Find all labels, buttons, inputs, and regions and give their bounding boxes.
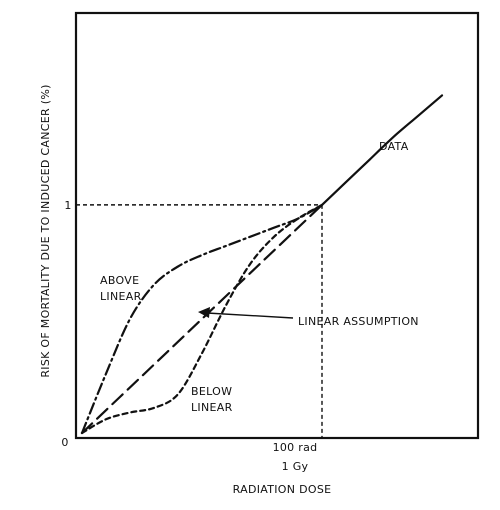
reference-lines <box>76 204 323 438</box>
series-line-above <box>80 203 324 435</box>
series-line-below <box>80 203 324 435</box>
x-tick-label-100-rad: 100 rad <box>273 441 318 454</box>
y-axis-label: RISK OF MORTALITY DUE TO INDUCED CANCER … <box>39 84 52 377</box>
plot-frame <box>74 11 480 440</box>
x-axis-label: RADIATION DOSE <box>233 483 332 496</box>
x-origin-tick-label: 0 <box>61 436 68 449</box>
series-line-data <box>320 94 444 206</box>
annotation-above-linear-line2: LINEAR <box>100 290 142 303</box>
annotation-linear-assumption: LINEAR ASSUMPTION <box>298 315 419 328</box>
linear-assumption-arrow-line <box>206 312 294 319</box>
annotation-data: DATA <box>379 140 409 153</box>
annotation-below-linear-line1: BELOW <box>191 385 232 398</box>
linear-assumption-arrowhead <box>198 307 210 318</box>
annotation-above-linear-line1: ABOVE <box>100 274 139 287</box>
series-line-linear <box>80 203 324 435</box>
series-layer <box>80 94 444 435</box>
y-tick-label-1: 1 <box>64 199 71 212</box>
x-tick-label-1-gy: 1 Gy <box>282 460 309 473</box>
annotation-below-linear-line2: LINEAR <box>191 401 233 414</box>
